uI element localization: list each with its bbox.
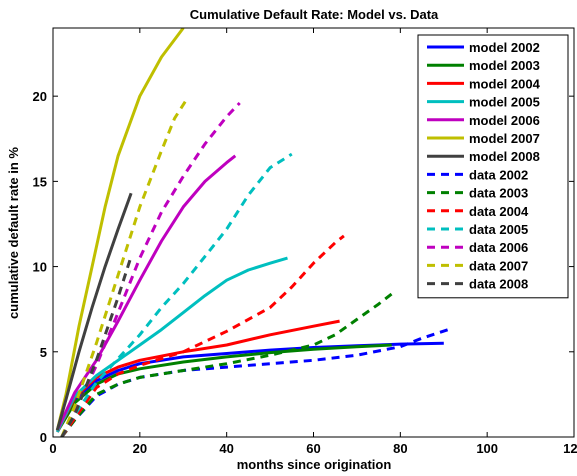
series-line-model-2004: [57, 321, 339, 432]
series-line-model-2003: [57, 345, 391, 432]
legend-label-data-2003: data 2003: [469, 186, 528, 201]
legend-label-model-2005: model 2005: [469, 95, 540, 110]
legend-label-model-2003: model 2003: [469, 58, 540, 73]
legend: model 2002 model 2003 model 2004 model 2005…: [418, 35, 568, 298]
x-axis-label: months since origination: [237, 457, 392, 472]
y-tick-label: 20: [33, 89, 47, 104]
legend-label-model-2002: model 2002: [469, 40, 540, 55]
y-tick-label: 5: [40, 345, 47, 360]
series-line-model-2005: [57, 258, 287, 432]
legend-label-data-2002: data 2002: [469, 167, 528, 182]
series-layer: [57, 28, 448, 437]
y-axis-label: cumulative default rate in %: [6, 147, 21, 319]
legend-label-model-2004: model 2004: [469, 76, 541, 91]
legend-label-data-2004: data 2004: [469, 204, 529, 219]
chart-title: Cumulative Default Rate: Model vs. Data: [190, 7, 439, 22]
series-line-model-2008: [57, 193, 131, 430]
legend-label-data-2008: data 2008: [469, 277, 528, 292]
legend-label-model-2008: model 2008: [469, 149, 540, 164]
x-tick-label: 100: [476, 441, 498, 456]
x-tick-label: 60: [306, 441, 320, 456]
series-line-model-2002: [57, 343, 444, 432]
legend-label-model-2006: model 2006: [469, 113, 540, 128]
y-tick-label: 15: [33, 174, 47, 189]
x-tick-label: 120: [563, 441, 577, 456]
y-tick-label: 10: [33, 260, 47, 275]
legend-label-model-2007: model 2007: [469, 131, 540, 146]
legend-label-data-2006: data 2006: [469, 240, 528, 255]
y-tick-label: 0: [40, 430, 47, 445]
x-tick-label: 80: [393, 441, 407, 456]
x-tick-label: 0: [49, 441, 56, 456]
legend-label-data-2005: data 2005: [469, 222, 528, 237]
x-tick-label: 20: [133, 441, 147, 456]
legend-label-data-2007: data 2007: [469, 258, 528, 273]
x-tick-label: 40: [219, 441, 233, 456]
